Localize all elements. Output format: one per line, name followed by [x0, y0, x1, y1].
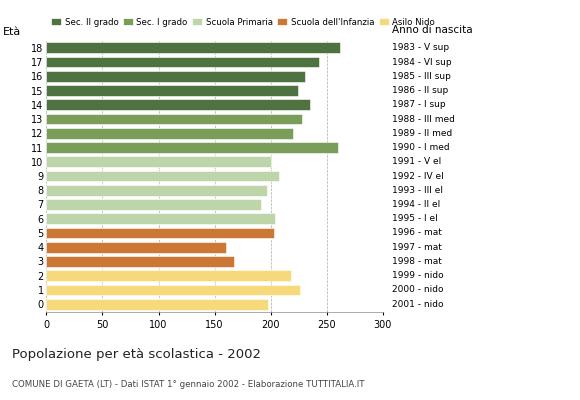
Text: 1994 - II el: 1994 - II el: [392, 200, 441, 209]
Text: 2000 - nido: 2000 - nido: [392, 286, 444, 294]
Bar: [46, 284, 300, 295]
Text: 1997 - mat: 1997 - mat: [392, 243, 442, 252]
Text: Età: Età: [3, 27, 21, 37]
Bar: [46, 213, 275, 224]
Text: 1991 - V el: 1991 - V el: [392, 157, 441, 166]
Bar: [46, 228, 274, 238]
Bar: [46, 114, 302, 124]
Bar: [46, 85, 298, 96]
Text: 1984 - VI sup: 1984 - VI sup: [392, 58, 452, 66]
Text: 1995 - I el: 1995 - I el: [392, 214, 438, 223]
Text: 1990 - I med: 1990 - I med: [392, 143, 450, 152]
Bar: [46, 270, 291, 281]
Bar: [46, 199, 260, 210]
Text: Anno di nascita: Anno di nascita: [392, 25, 473, 35]
Text: 1998 - mat: 1998 - mat: [392, 257, 442, 266]
Bar: [46, 42, 340, 53]
Text: 1996 - mat: 1996 - mat: [392, 228, 442, 238]
Bar: [46, 156, 271, 167]
Bar: [46, 171, 278, 181]
Text: 1999 - nido: 1999 - nido: [392, 271, 444, 280]
Bar: [46, 242, 226, 252]
Text: 1983 - V sup: 1983 - V sup: [392, 43, 450, 52]
Text: 1993 - III el: 1993 - III el: [392, 186, 443, 195]
Bar: [46, 256, 234, 267]
Text: 1989 - II med: 1989 - II med: [392, 129, 452, 138]
Bar: [46, 185, 267, 196]
Bar: [46, 128, 293, 139]
Text: 1986 - II sup: 1986 - II sup: [392, 86, 448, 95]
Bar: [46, 71, 306, 82]
Text: Popolazione per età scolastica - 2002: Popolazione per età scolastica - 2002: [12, 348, 260, 361]
Text: 1988 - III med: 1988 - III med: [392, 114, 455, 124]
Text: 2001 - nido: 2001 - nido: [392, 300, 444, 309]
Text: COMUNE DI GAETA (LT) - Dati ISTAT 1° gennaio 2002 - Elaborazione TUTTITALIA.IT: COMUNE DI GAETA (LT) - Dati ISTAT 1° gen…: [12, 380, 364, 389]
Bar: [46, 100, 310, 110]
Bar: [46, 299, 269, 310]
Legend: Sec. II grado, Sec. I grado, Scuola Primaria, Scuola dell'Infanzia, Asilo Nido: Sec. II grado, Sec. I grado, Scuola Prim…: [48, 14, 438, 30]
Text: 1987 - I sup: 1987 - I sup: [392, 100, 446, 109]
Bar: [46, 142, 338, 153]
Text: 1992 - IV el: 1992 - IV el: [392, 172, 444, 180]
Bar: [46, 57, 319, 68]
Text: 1985 - III sup: 1985 - III sup: [392, 72, 451, 81]
